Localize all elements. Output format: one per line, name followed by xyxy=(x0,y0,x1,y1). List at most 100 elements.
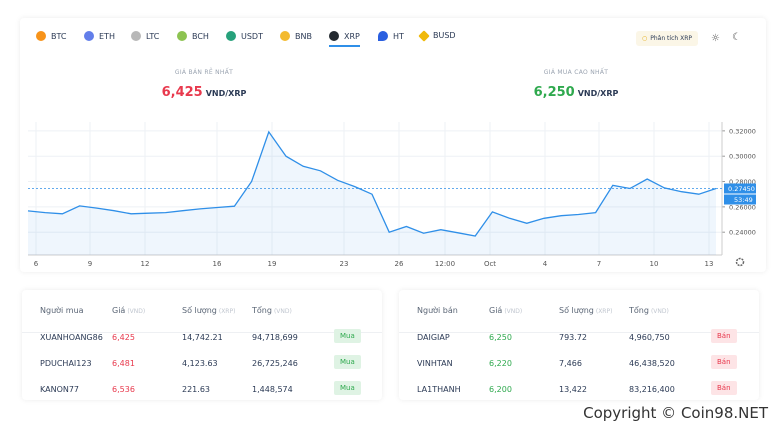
x-tick-label: 19 xyxy=(268,260,277,268)
x-tick-label: 12 xyxy=(141,260,150,268)
tab-label: BUSD xyxy=(433,31,456,40)
action-button[interactable]: Mua xyxy=(334,329,361,343)
tab-active[interactable]: XRP xyxy=(329,31,360,47)
tab[interactable]: BCH xyxy=(177,31,209,41)
cell: 14,742.21 xyxy=(182,333,223,342)
cell: VINHTAN xyxy=(417,359,453,368)
plot-area xyxy=(28,122,722,255)
tab-label: HT xyxy=(393,31,404,41)
cell: LA1THANH xyxy=(417,385,461,394)
price-line xyxy=(27,130,717,237)
header-cell: Người mua xyxy=(40,306,84,315)
tab[interactable]: BUSD xyxy=(418,29,456,42)
header-name: Tổng xyxy=(252,306,272,315)
cell: 6,481 xyxy=(112,359,135,368)
header-row: Người mua Giá (VND) Số lượng (XRP) Tổng (VND) xyxy=(22,306,382,333)
table-row: KANON77 6,536 221.63 1,448,574 Mua xyxy=(22,381,382,400)
table-row: DAIGIAP 6,250 793.72 4,960,750 Bán xyxy=(399,329,759,359)
tab-label: BCH xyxy=(192,31,209,41)
header-name: Số lượng xyxy=(559,306,594,315)
tab-label: BTC xyxy=(51,31,67,41)
tab[interactable]: LTC xyxy=(131,31,159,41)
tab[interactable]: BNB xyxy=(280,31,312,41)
x-tick-label: 7 xyxy=(597,260,601,268)
x-tick-label: 12:00 xyxy=(435,260,455,268)
analysis-button[interactable]: ○ Phân tích XRP xyxy=(636,31,698,46)
sell-card: Người bán Giá (VND) Số lượng (XRP) Tổng (VND) D… xyxy=(399,290,759,400)
x-tick-label: 23 xyxy=(340,260,349,268)
action-button[interactable]: Bán xyxy=(711,381,737,395)
x-tick-label: 26 xyxy=(395,260,404,268)
header-row: Người bán Giá (VND) Số lượng (XRP) Tổng (VND) xyxy=(399,306,759,333)
cell: XUANHOANG86 xyxy=(40,333,103,342)
header-cell: Giá (VND) xyxy=(489,306,522,315)
header-cell: Tổng (VND) xyxy=(629,306,669,315)
header-name: Người mua xyxy=(40,306,84,315)
header-name: Số lượng xyxy=(182,306,217,315)
tab-label: BNB xyxy=(295,31,312,41)
cell: 6,220 xyxy=(489,359,512,368)
light-mode-icon[interactable]: ☼ xyxy=(711,33,720,44)
tab[interactable]: ETH xyxy=(84,31,115,41)
header-name: Tổng xyxy=(629,306,649,315)
table-row: LA1THANH 6,200 13,422 83,216,400 Bán xyxy=(399,381,759,400)
header-cell: Giá (VND) xyxy=(112,306,145,315)
sell-caption: GIÁ BÁN RẺ NHẤT xyxy=(174,69,234,76)
sell-unit: VND/XRP xyxy=(205,89,247,98)
header-cell: Số lượng (XRP) xyxy=(559,306,612,315)
cell: 6,250 xyxy=(489,333,512,342)
buy-card: Người mua Giá (VND) Số lượng (XRP) Tổng (VND) X… xyxy=(22,290,382,400)
settings-icon[interactable] xyxy=(735,257,745,267)
action-button[interactable]: Mua xyxy=(334,381,361,395)
cell: 4,123.63 xyxy=(182,359,218,368)
buy-price: 6,250 VND/XRP xyxy=(476,85,676,100)
countdown-box xyxy=(724,194,756,205)
x-tick-label: 16 xyxy=(213,260,222,268)
tab-label: XRP xyxy=(344,31,360,41)
header-unit: (XRP) xyxy=(218,308,236,315)
header-unit: (VND) xyxy=(127,308,146,315)
table-row: XUANHOANG86 6,425 14,742.21 94,718,699 Mua xyxy=(22,329,382,359)
cell: 13,422 xyxy=(559,385,587,394)
header-unit: (VND) xyxy=(504,308,523,315)
action-button[interactable]: Bán xyxy=(711,329,737,343)
tab-label: USDT xyxy=(241,31,263,41)
cell: 221.63 xyxy=(182,385,210,394)
cell: DAIGIAP xyxy=(417,333,450,342)
tab[interactable]: BTC xyxy=(36,31,67,41)
dark-mode-icon[interactable]: ☾ xyxy=(732,32,741,43)
action-button[interactable]: Mua xyxy=(334,355,361,369)
price-area xyxy=(28,131,716,255)
cell: 6,425 xyxy=(112,333,135,342)
countdown-label: 53:49 xyxy=(734,196,753,204)
buy-unit: VND/XRP xyxy=(577,89,619,98)
tab-label: ETH xyxy=(99,31,115,41)
tab[interactable]: HT xyxy=(378,31,404,41)
sell-price-value: 6,425 xyxy=(161,85,203,100)
cell: 1,448,574 xyxy=(252,385,293,394)
y-tick-label: 0.28000 xyxy=(729,178,756,186)
cell: 94,718,699 xyxy=(252,333,298,342)
cell: KANON77 xyxy=(40,385,80,394)
x-tick-label: 9 xyxy=(88,260,92,268)
cell: 4,960,750 xyxy=(629,333,670,342)
header-unit: (VND) xyxy=(650,308,669,315)
header-unit: (VND) xyxy=(273,308,292,315)
y-tick-label: 0.24000 xyxy=(729,229,756,237)
buy-caption: GIÁ MUA CAO NHẤT xyxy=(543,69,609,76)
tab[interactable]: USDT xyxy=(226,31,263,41)
header-name: Người bán xyxy=(417,306,458,315)
x-tick-label: 6 xyxy=(34,260,39,268)
cell: 83,216,400 xyxy=(629,385,675,394)
sell-price: 6,425 VND/XRP xyxy=(104,85,304,100)
y-tick-label: 0.26000 xyxy=(729,203,756,211)
sell-table: Người bán Giá (VND) Số lượng (XRP) Tổng (VND) D… xyxy=(399,290,759,400)
x-tick-label: 10 xyxy=(650,260,659,268)
price-chart: 6 9 12 16 19 23 26 12:00 Oct 4 7 10 13 0.32000 0.30000… xyxy=(27,122,756,268)
y-tick-label: 0.30000 xyxy=(729,153,756,161)
header-name: Giá xyxy=(489,306,503,315)
action-button[interactable]: Bán xyxy=(711,355,737,369)
cell: 7,466 xyxy=(559,359,582,368)
header-cell: Số lượng (XRP) xyxy=(182,306,235,315)
